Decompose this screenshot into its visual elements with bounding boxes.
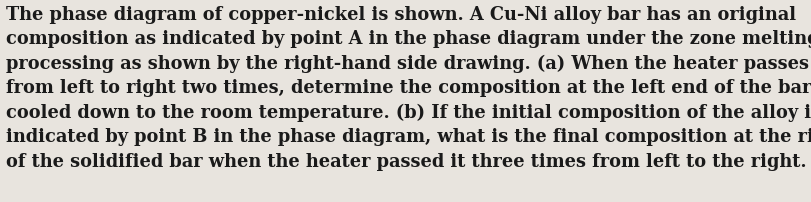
Text: The phase diagram of copper-nickel is shown. A Cu-Ni alloy bar has an original
c: The phase diagram of copper-nickel is sh… (6, 6, 811, 170)
